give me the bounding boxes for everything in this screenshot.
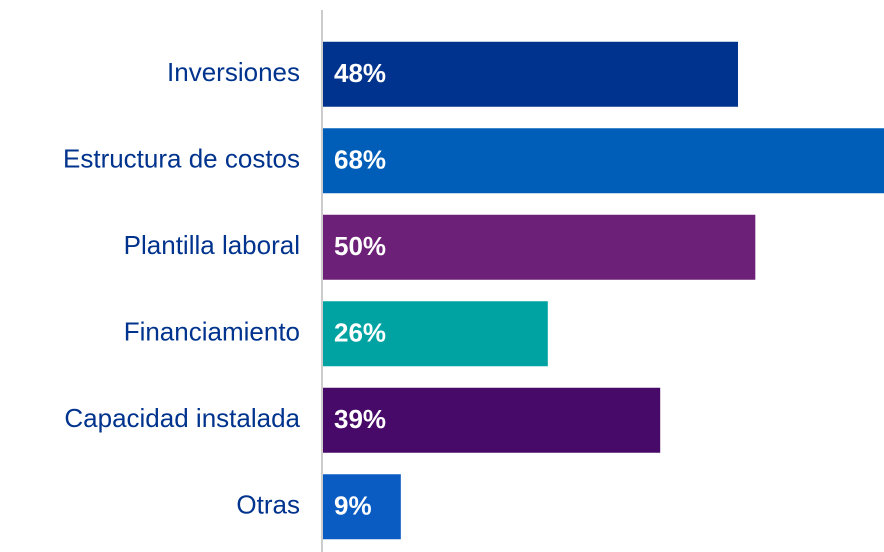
bar	[323, 128, 884, 194]
bar	[323, 387, 661, 453]
category-label: Otras	[236, 490, 300, 520]
category-label: Plantilla laboral	[124, 230, 300, 260]
bar	[323, 214, 756, 280]
category-label: Inversiones	[167, 57, 300, 87]
bar	[323, 41, 739, 107]
value-label: 9%	[334, 491, 372, 521]
value-label: 50%	[334, 231, 386, 261]
category-label: Capacidad instalada	[64, 403, 300, 433]
value-label: 68%	[334, 145, 386, 175]
value-label: 39%	[334, 404, 386, 434]
value-label: 48%	[334, 58, 386, 88]
bar	[323, 301, 548, 367]
bar	[323, 474, 401, 540]
category-label: Estructura de costos	[63, 144, 300, 174]
category-label: Financiamiento	[124, 317, 300, 347]
value-label: 26%	[334, 318, 386, 348]
